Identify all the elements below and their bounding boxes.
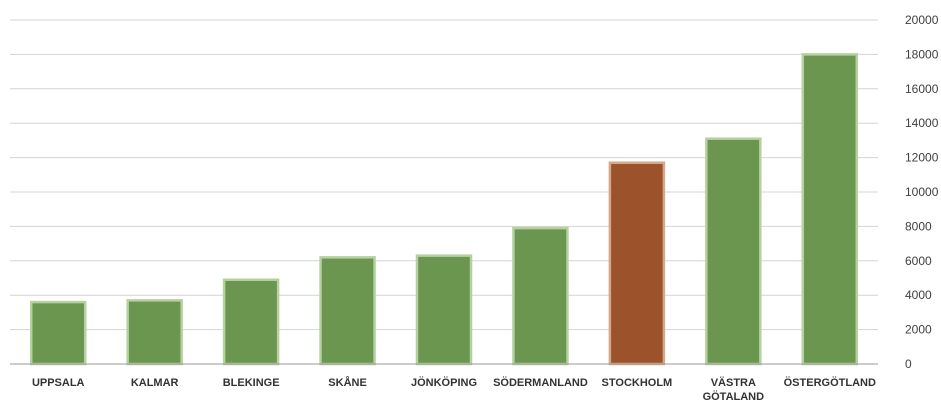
y-tick-label: 20000 xyxy=(905,13,939,27)
y-axis: 0 2000 4000 6000 8000 10000 12000 14000 16000 180… xyxy=(905,13,939,371)
y-tick-label: 14000 xyxy=(905,116,939,130)
x-tick-label: KALMAR xyxy=(131,377,179,389)
bar-stockholm xyxy=(608,161,666,366)
bar-kalmar xyxy=(126,299,183,366)
x-tick-label: SKÅNE xyxy=(328,376,367,389)
y-tick-label: 0 xyxy=(905,357,912,371)
y-tick-label: 16000 xyxy=(905,82,939,96)
bars xyxy=(29,53,859,366)
bar-jönköping xyxy=(415,254,473,366)
bar-östergötland xyxy=(801,53,859,366)
x-axis: UPPSALA KALMAR BLEKINGE SKÅNE JÖNKÖPING SÖDER… xyxy=(10,363,878,403)
y-tick-label: 10000 xyxy=(905,185,939,199)
y-tick-label: 12000 xyxy=(905,151,939,165)
y-tick-label: 2000 xyxy=(905,323,932,337)
x-tick-label: VÄSTRA GÖTALAND xyxy=(703,376,765,403)
y-tick-label: 18000 xyxy=(905,47,939,61)
x-tick-label: STOCKHOLM xyxy=(602,377,673,389)
x-tick-label: SÖDERMANLAND xyxy=(493,376,588,389)
x-tick-label: ÖSTERGÖTLAND xyxy=(784,376,876,389)
gridlines xyxy=(10,19,878,331)
bar-uppsala xyxy=(29,300,87,366)
y-tick-label: 6000 xyxy=(905,254,932,268)
bar-blekinge xyxy=(222,278,280,366)
y-tick-label: 4000 xyxy=(905,288,932,302)
y-tick-label: 8000 xyxy=(905,219,932,233)
bar-skåne xyxy=(319,256,376,366)
x-tick-label: JÖNKÖPING xyxy=(411,376,477,389)
x-tick-label: BLEKINGE xyxy=(223,377,280,389)
bar-västra-götaland xyxy=(705,137,762,366)
x-tick-label: UPPSALA xyxy=(32,377,85,389)
bar-södermanland xyxy=(512,226,569,366)
